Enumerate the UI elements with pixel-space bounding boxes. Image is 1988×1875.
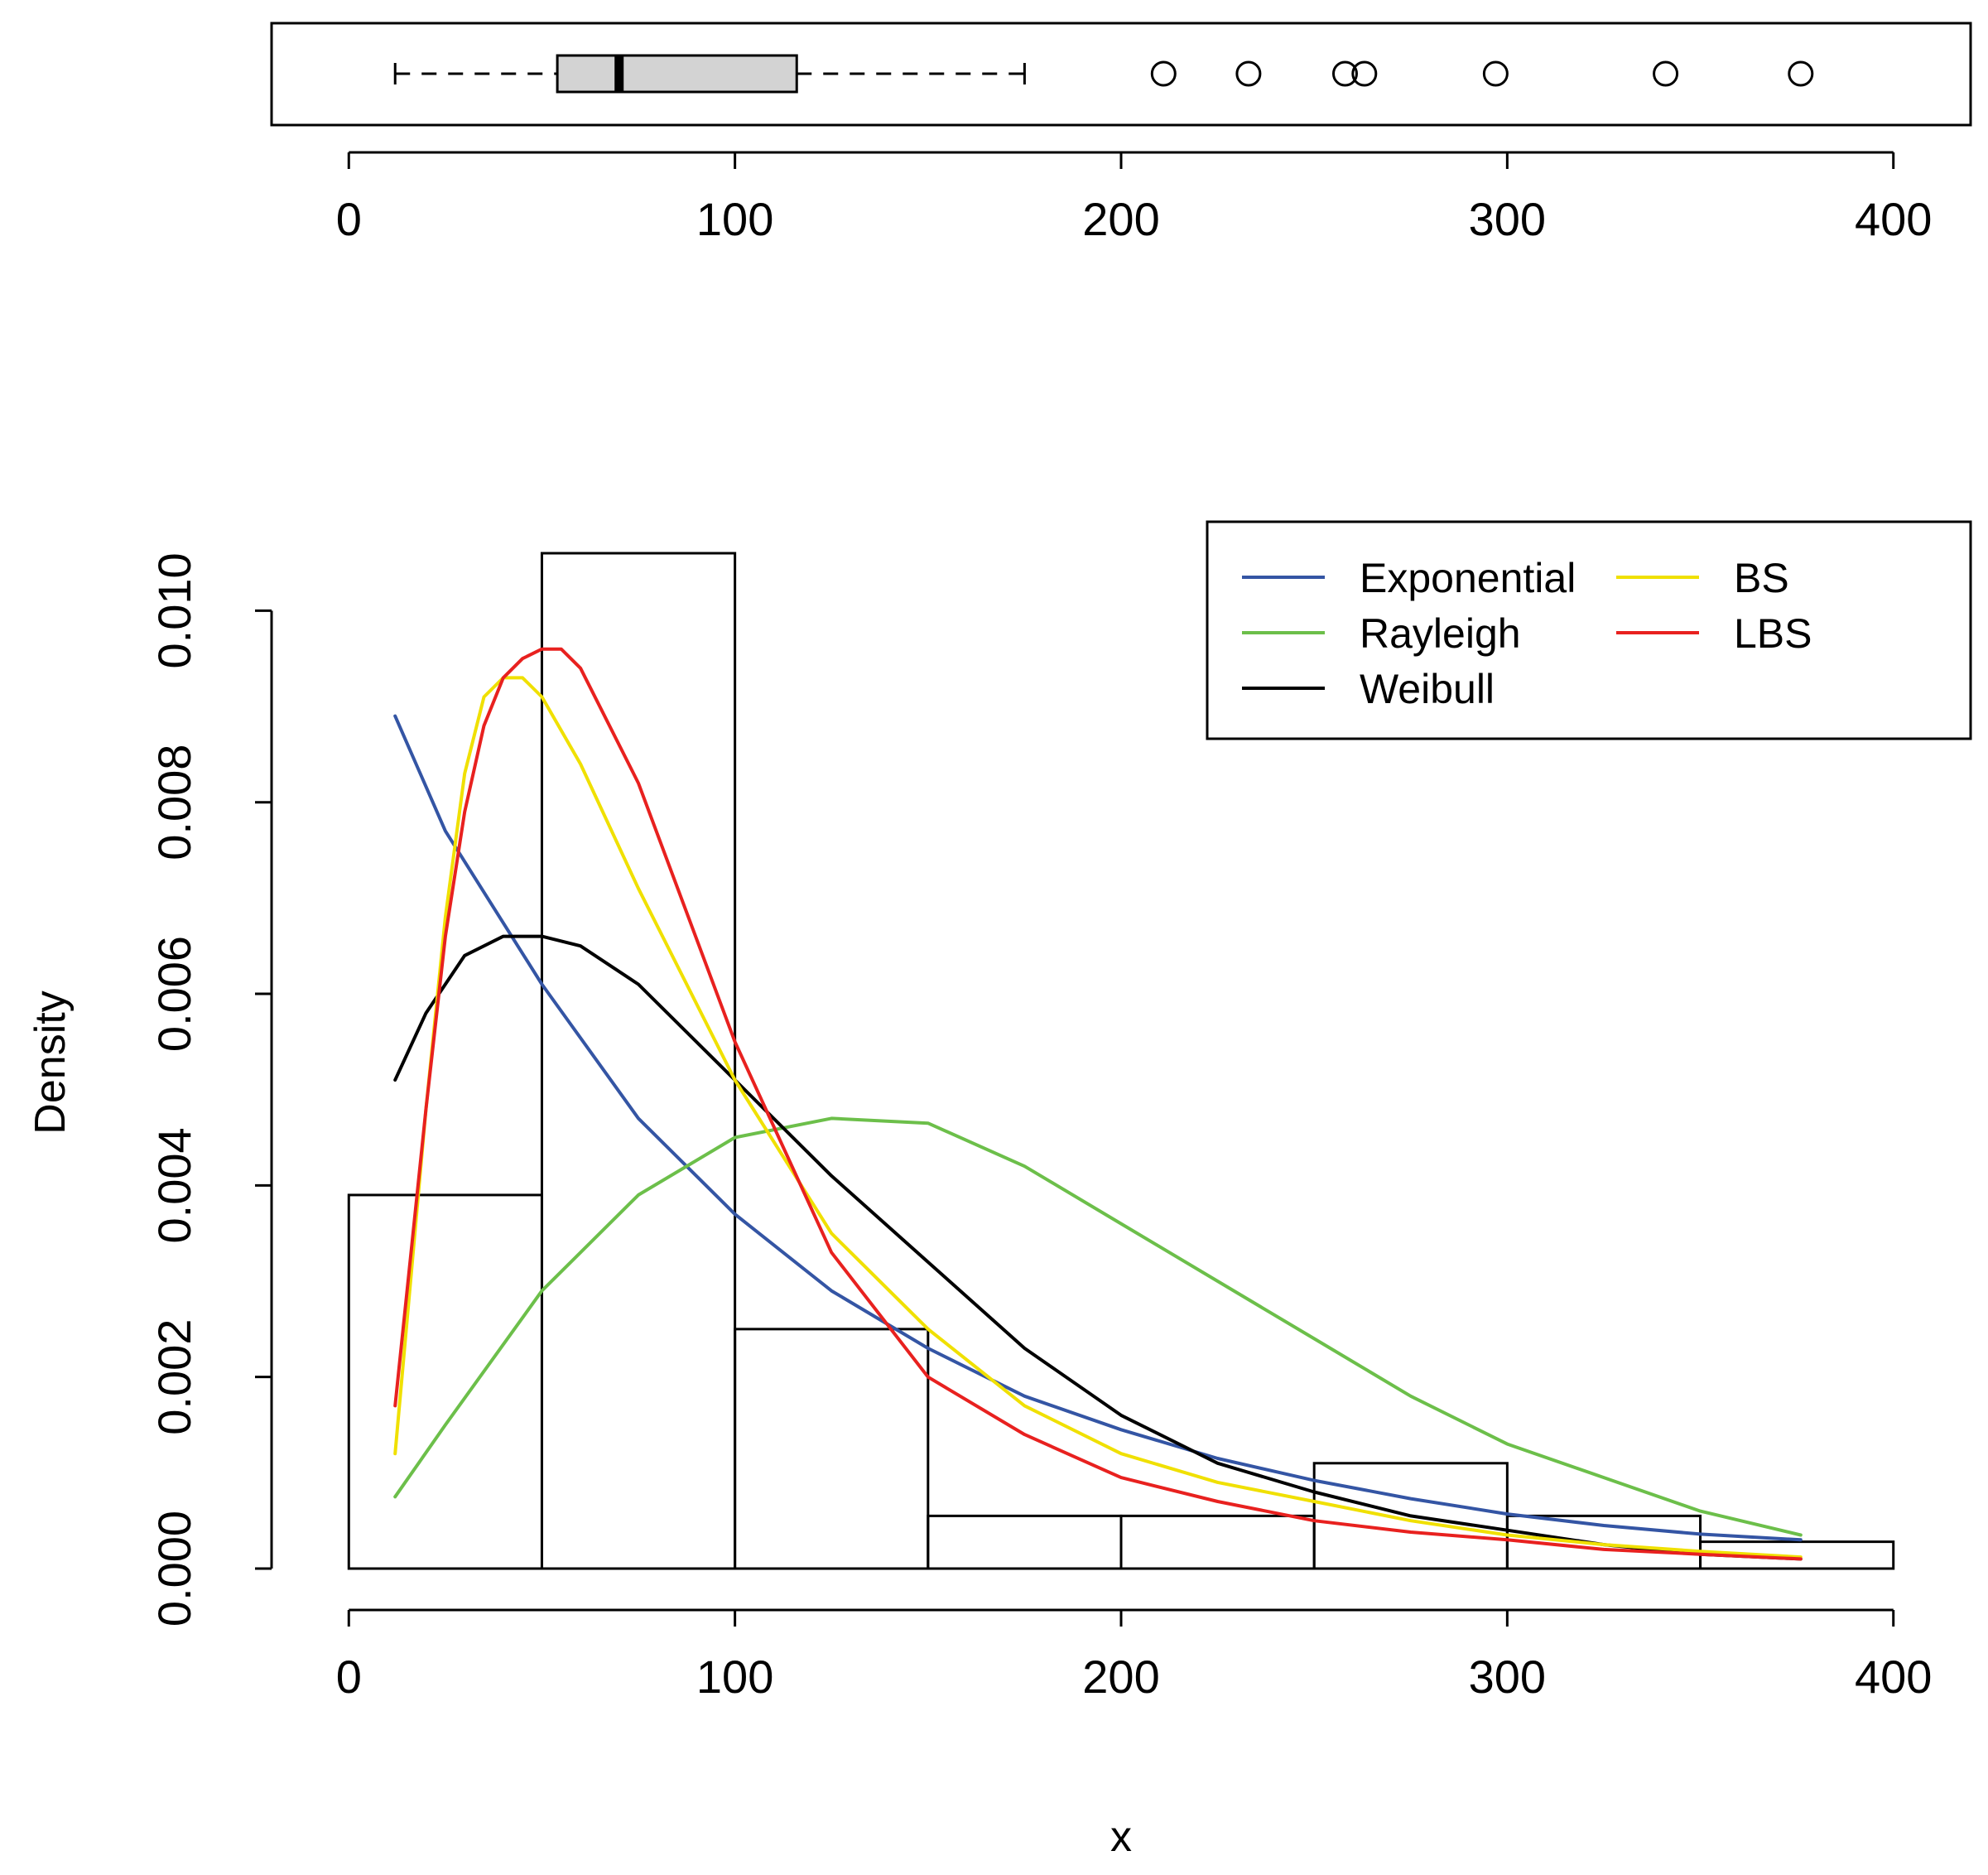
- legend-item-rayleigh: Rayleigh: [1242, 610, 1521, 657]
- x-tick-label-0: 0: [336, 1651, 362, 1703]
- legend-label-exponential: Exponential: [1360, 555, 1576, 601]
- boxplot-frame: [270, 22, 1972, 127]
- boxplot-x-tick-label-100: 100: [696, 193, 773, 245]
- legend-item-lbs: LBS: [1616, 610, 1812, 657]
- histogram-bar-200-250: [1119, 1514, 1316, 1570]
- density-curves: [393, 647, 1803, 1561]
- boxplot-x-tick-label-200: 200: [1082, 193, 1159, 245]
- lbs-density-curve: [393, 647, 1803, 1561]
- boxplot-x-axis-ticks: 0 100 200 300 400: [336, 152, 1932, 245]
- legend: Exponential Rayleigh Weibull BS LBS: [1206, 520, 1972, 740]
- histogram-bar-150-200: [927, 1514, 1123, 1570]
- x-tick-label-300: 300: [1469, 1651, 1546, 1703]
- y-tick-label-0-004: 0.004: [148, 1127, 200, 1243]
- y-axis-label: Density: [26, 991, 75, 1134]
- y-tick-label-0-006: 0.006: [148, 936, 200, 1052]
- histogram-bar-50-100: [540, 552, 737, 1570]
- legend-label-lbs: LBS: [1734, 610, 1812, 657]
- histogram-bars: [347, 552, 1895, 1570]
- legend-frame: [1206, 520, 1972, 740]
- outlier-point-5: [1482, 60, 1509, 87]
- y-tick-label-0-002: 0.002: [148, 1319, 200, 1435]
- outlier-point-1: [1150, 60, 1177, 87]
- x-axis-label: x: [1110, 1813, 1132, 1861]
- histogram-panel: 0 100 200 300 400 0.0000.0020.0040.0060.0080…: [26, 520, 1972, 1861]
- interquartile-box: [556, 54, 798, 94]
- legend-item-exponential: Exponential: [1242, 555, 1576, 601]
- x-axis-ticks: 0 100 200 300 400: [336, 1610, 1932, 1703]
- legend-item-bs: BS: [1616, 555, 1789, 601]
- x-tick-label-200: 200: [1082, 1651, 1159, 1703]
- boxplot-panel: 0 100 200 300 400: [270, 22, 1972, 245]
- legend-label-weibull: Weibull: [1360, 666, 1495, 712]
- legend-items: Exponential Rayleigh Weibull BS LBS: [1242, 555, 1812, 712]
- boxplot-x-tick-label-400: 400: [1855, 193, 1932, 245]
- boxplot-x-tick-label-300: 300: [1469, 193, 1546, 245]
- exponential-density-curve: [393, 714, 1803, 1542]
- outlier-point-4: [1351, 60, 1378, 87]
- y-tick-label-0-010: 0.010: [148, 552, 200, 668]
- rayleigh-density-curve: [393, 1116, 1803, 1537]
- x-tick-label-400: 400: [1855, 1651, 1932, 1703]
- weibull-density-curve: [393, 934, 1803, 1561]
- bs-density-curve: [393, 676, 1803, 1559]
- boxplot-elements: [393, 54, 1814, 94]
- legend-label-bs: BS: [1734, 555, 1789, 601]
- y-tick-label-0-008: 0.008: [148, 745, 200, 860]
- outlier-point-3: [1331, 60, 1358, 87]
- x-tick-label-100: 100: [696, 1651, 773, 1703]
- outlier-point-2: [1235, 60, 1262, 87]
- legend-item-weibull: Weibull: [1242, 666, 1495, 712]
- y-axis-ticks: 0.000 0.002 0.004 0.006 0.008 0.010: [148, 552, 272, 1627]
- boxplot-x-tick-label-0: 0: [336, 193, 362, 245]
- outlier-point-7: [1788, 60, 1814, 87]
- outlier-point-6: [1653, 60, 1679, 87]
- y-tick-label-0-000: 0.000: [148, 1511, 200, 1627]
- histogram-bar-100-150: [734, 1328, 930, 1570]
- legend-label-rayleigh: Rayleigh: [1360, 610, 1521, 657]
- histogram-bar-0-50: [347, 1193, 543, 1570]
